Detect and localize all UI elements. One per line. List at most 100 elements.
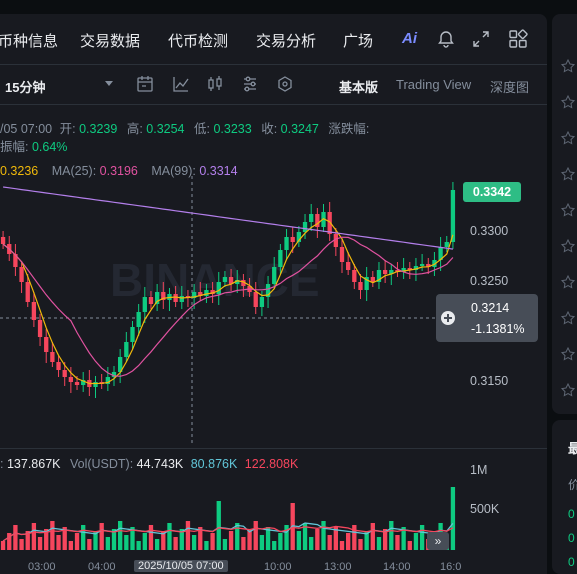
time-axis: 03:00 04:00 2025/10/05 07:00 10:00 13:00… bbox=[0, 560, 547, 574]
volume-bar bbox=[185, 521, 191, 550]
candle-body bbox=[438, 247, 443, 260]
volume-ma2: 122.808K bbox=[244, 457, 299, 471]
ma-info: 0.3236 MA(25): 0.3196 MA(99): 0.3314 bbox=[0, 164, 238, 178]
volume-bar bbox=[333, 527, 338, 550]
volume-bar bbox=[339, 541, 345, 550]
candle-body bbox=[235, 280, 240, 284]
star-icon bbox=[560, 130, 576, 145]
candle-body bbox=[296, 232, 302, 242]
tab-square[interactable]: 广场 bbox=[343, 33, 374, 50]
volume-bar bbox=[370, 523, 375, 550]
right-side-panel bbox=[552, 14, 577, 414]
crosshair-change: -1.1381% bbox=[471, 322, 525, 336]
tab-trading-data[interactable]: 交易数据 bbox=[80, 33, 141, 50]
time-label-4: 13:00 bbox=[324, 561, 352, 573]
star-icon bbox=[560, 310, 576, 325]
volume-bar bbox=[25, 531, 30, 550]
price-tick-0: 0.3300 bbox=[470, 224, 509, 238]
volume-bar bbox=[0, 541, 6, 550]
candle-body bbox=[210, 290, 215, 294]
ma25-line bbox=[2, 236, 454, 377]
depth-chart-tab[interactable]: 深度图 bbox=[490, 80, 530, 95]
indicator-icon[interactable] bbox=[172, 75, 190, 93]
candle-body bbox=[284, 237, 289, 250]
volume-bar bbox=[111, 529, 117, 550]
volume-bar bbox=[296, 531, 302, 550]
volume-bar bbox=[395, 535, 400, 550]
candle-body bbox=[382, 270, 388, 274]
volume-bar bbox=[50, 521, 55, 550]
candle-body bbox=[339, 247, 345, 262]
candle-type-icon[interactable] bbox=[206, 75, 224, 93]
candle-body bbox=[68, 377, 74, 382]
volume-bar bbox=[44, 529, 49, 550]
time-label-crosshair: 2025/10/05 07:00 bbox=[134, 560, 228, 572]
tab-coin-info[interactable]: 币种信息 bbox=[0, 33, 59, 50]
volume-usdt-label: Vol(USDT): bbox=[69, 457, 134, 471]
candle-body bbox=[25, 282, 30, 302]
candle-body bbox=[0, 237, 6, 244]
star-icon bbox=[560, 274, 576, 289]
amplitude-info: 振幅: 0.64% bbox=[0, 136, 67, 155]
volume-bar bbox=[93, 531, 98, 550]
tab-trade-analysis[interactable]: 交易分析 bbox=[256, 33, 317, 50]
top-nav: 币种信息 交易数据 代币检测 交易分析 广场 Ai bbox=[0, 14, 547, 65]
close-label: 收: bbox=[261, 122, 278, 136]
open-value: 0.3239 bbox=[79, 122, 118, 136]
star-icon bbox=[560, 202, 576, 217]
candle-body bbox=[37, 320, 43, 337]
volume-chart bbox=[0, 487, 456, 550]
volume-value: 137.867K bbox=[6, 457, 61, 471]
ai-button[interactable]: Ai bbox=[402, 30, 417, 47]
volume-ma1: 80.876K bbox=[190, 457, 238, 471]
candlestick-chart[interactable]: BINANCE bbox=[0, 176, 462, 446]
volume-bar bbox=[407, 541, 412, 550]
tab-token-check[interactable]: 代币检测 bbox=[168, 33, 229, 50]
expand-icon[interactable] bbox=[470, 28, 492, 50]
volume-bar bbox=[62, 527, 67, 550]
volume-bar bbox=[321, 521, 326, 550]
candle-body bbox=[265, 284, 271, 297]
volume-bar bbox=[31, 523, 37, 550]
candle-body bbox=[13, 254, 18, 267]
candle-body bbox=[401, 268, 406, 272]
volume-bar bbox=[216, 501, 221, 550]
amplitude-label: 振幅: bbox=[0, 140, 29, 154]
layout-grid-icon[interactable] bbox=[507, 28, 529, 50]
settings-icon[interactable] bbox=[241, 75, 259, 93]
volume-bar bbox=[241, 537, 246, 550]
tradingview-tab[interactable]: Trading View bbox=[396, 77, 472, 92]
volume-divider bbox=[0, 448, 547, 449]
volume-bar bbox=[198, 527, 203, 550]
volume-bar bbox=[136, 541, 141, 550]
crosshair-price: 0.3214 bbox=[471, 301, 510, 315]
time-label-1: 04:00 bbox=[88, 561, 116, 573]
plus-circle-icon[interactable] bbox=[440, 310, 456, 326]
volume-bar bbox=[401, 527, 406, 550]
hexagon-icon[interactable] bbox=[276, 75, 294, 93]
amplitude-value: 0.64% bbox=[31, 140, 68, 154]
volume-bar bbox=[253, 521, 258, 550]
candle-body bbox=[407, 268, 412, 270]
basic-view-tab[interactable]: 基本版 bbox=[339, 80, 379, 95]
volume-bar bbox=[13, 525, 18, 550]
high-label: 高: bbox=[126, 122, 143, 136]
scroll-right-button[interactable]: » bbox=[427, 532, 449, 550]
ohlc-time: /05 07:00 bbox=[0, 122, 53, 136]
chevron-down-icon[interactable] bbox=[105, 81, 113, 87]
right-panel-stars bbox=[560, 58, 576, 397]
candle-body bbox=[148, 297, 154, 304]
volume-bar bbox=[179, 529, 184, 550]
volume-bar bbox=[56, 535, 61, 550]
chart-toolbar: 15分钟 基本版 Trading View 深度图 bbox=[0, 64, 547, 105]
interval-selector[interactable]: 15分钟 bbox=[5, 80, 46, 95]
candle-body bbox=[370, 277, 375, 282]
candle-body bbox=[327, 212, 332, 234]
calendar-icon[interactable] bbox=[136, 75, 154, 93]
open-label: 开: bbox=[59, 122, 76, 136]
bell-icon[interactable] bbox=[435, 28, 457, 50]
volume-bar bbox=[173, 537, 178, 550]
crosshair-price-box[interactable]: 0.3214 -1.1381% bbox=[436, 294, 538, 342]
candle-body bbox=[105, 377, 110, 384]
candle-body bbox=[413, 266, 419, 270]
